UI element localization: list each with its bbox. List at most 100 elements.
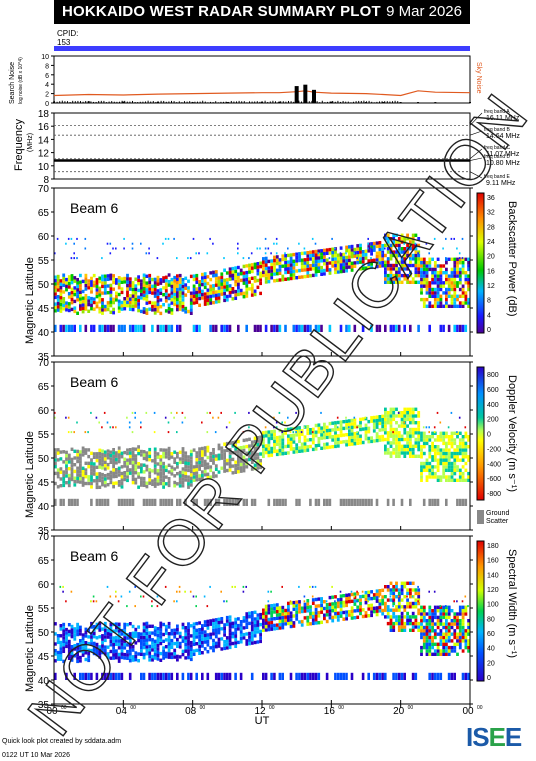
frequency-band-value: 16.11 MHz <box>486 115 520 122</box>
heatmap-cell <box>422 639 426 643</box>
heatmap-cell <box>195 464 199 469</box>
heatmap-cell <box>378 599 382 603</box>
heatmap-cell <box>314 444 318 448</box>
heatmap-cell <box>148 468 152 472</box>
heatmap-cell <box>101 647 104 651</box>
heatmap-cell <box>206 636 210 640</box>
heatmap-cell <box>456 274 459 278</box>
heatmap-cell <box>328 595 332 600</box>
heatmap-cell <box>400 280 404 284</box>
heatmap-cell <box>103 477 107 481</box>
heatmap-cell <box>289 444 293 448</box>
heatmap-cell <box>453 600 455 603</box>
frequency-ylabel-sub: (MHz) <box>27 133 34 152</box>
heatmap-cell <box>134 411 136 414</box>
heatmap-cell <box>187 458 190 462</box>
heatmap-cell <box>206 455 210 460</box>
heatmap-cell <box>378 418 382 422</box>
heatmap-cell <box>397 270 401 274</box>
heatmap-cell <box>458 271 462 275</box>
heatmap-cell <box>195 277 199 281</box>
heatmap-cell <box>447 615 451 620</box>
heatmap-cell <box>458 468 462 472</box>
heatmap-cell <box>231 444 235 448</box>
heatmap-cell <box>442 635 446 640</box>
heatmap-cell <box>442 284 446 288</box>
heatmap-cell <box>92 297 96 301</box>
heatmap-cell <box>306 599 310 603</box>
heatmap-cell <box>212 290 215 295</box>
heatmap-cell <box>406 247 409 251</box>
heatmap-cell <box>253 627 257 631</box>
heatmap-cell <box>95 284 99 289</box>
heatmap-cell <box>453 267 457 272</box>
heatmap-cell <box>428 445 432 449</box>
heatmap-cell <box>81 310 85 314</box>
heatmap-cell <box>275 324 279 332</box>
heatmap-cell <box>234 644 238 648</box>
heatmap-cell <box>281 448 285 452</box>
heatmap-cell <box>256 436 260 440</box>
heatmap-cell <box>417 588 421 592</box>
heatmap-cell <box>56 650 60 655</box>
heatmap-cell <box>431 287 434 292</box>
time-tick-label: 00 <box>46 706 58 717</box>
heatmap-cell <box>267 604 271 608</box>
heatmap-cell <box>115 595 117 598</box>
heatmap-cell <box>195 498 198 506</box>
heatmap-cell <box>112 468 115 472</box>
heatmap-cell <box>109 252 112 255</box>
heatmap-cell <box>281 431 283 434</box>
heatmap-cell <box>436 632 440 636</box>
heatmap-cell <box>392 417 396 422</box>
heatmap-cell <box>181 484 185 488</box>
heatmap-cell <box>225 642 229 647</box>
heatmap-cell <box>109 460 113 464</box>
heatmap-cell <box>128 287 132 291</box>
heatmap-cell <box>433 448 437 452</box>
heatmap-cell <box>395 257 398 261</box>
heatmap-cell <box>112 646 115 650</box>
heatmap-cell <box>134 481 138 485</box>
heatmap-cell <box>420 448 423 452</box>
heatmap-cell <box>217 641 221 645</box>
heatmap-cell <box>367 247 369 250</box>
heatmap-cell <box>115 298 118 302</box>
heatmap-cell <box>439 451 443 456</box>
heatmap-cell <box>101 479 104 484</box>
heatmap-cell <box>348 593 351 597</box>
heatmap-cell <box>73 672 76 680</box>
heatmap-cell <box>317 249 321 253</box>
heatmap-cell <box>450 471 454 476</box>
search-noise-bar <box>56 101 58 103</box>
heatmap-cell <box>436 609 440 613</box>
heatmap-cell <box>456 435 459 439</box>
heatmap-cell <box>98 458 102 463</box>
heatmap-cell <box>403 628 407 632</box>
heatmap-cell <box>378 421 382 426</box>
heatmap-cell <box>409 615 412 619</box>
heatmap-cell <box>367 604 371 608</box>
heatmap-cell <box>389 451 393 455</box>
heatmap-cell <box>142 293 146 298</box>
heatmap-cell <box>422 438 426 442</box>
heatmap-cell <box>162 498 165 506</box>
heatmap-cell <box>453 461 457 466</box>
heatmap-cell <box>54 305 57 310</box>
heatmap-cell <box>411 280 415 284</box>
heatmap-cell <box>250 672 254 680</box>
heatmap-cell <box>289 434 293 438</box>
heatmap-cell <box>317 269 321 273</box>
heatmap-cell <box>245 632 249 636</box>
heatmap-cell <box>54 642 57 646</box>
heatmap-cell <box>120 481 124 486</box>
heatmap-cell <box>148 658 152 662</box>
heatmap-cell <box>397 628 401 632</box>
heatmap-cell <box>256 640 260 644</box>
heatmap-cell <box>117 473 121 477</box>
heatmap-cell <box>458 635 462 640</box>
search-noise-bar <box>278 101 281 103</box>
heatmap-cell <box>458 324 462 332</box>
heatmap-ytick-label: 70 <box>38 184 50 195</box>
heatmap-cell <box>350 265 354 269</box>
